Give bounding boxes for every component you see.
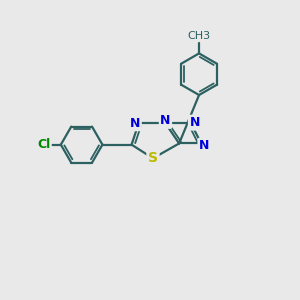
Text: N: N (199, 139, 209, 152)
Text: N: N (160, 114, 171, 128)
Text: N: N (130, 117, 140, 130)
Text: CH3: CH3 (188, 31, 211, 41)
Text: S: S (148, 151, 158, 165)
Text: N: N (189, 116, 200, 129)
Text: Cl: Cl (37, 138, 50, 151)
